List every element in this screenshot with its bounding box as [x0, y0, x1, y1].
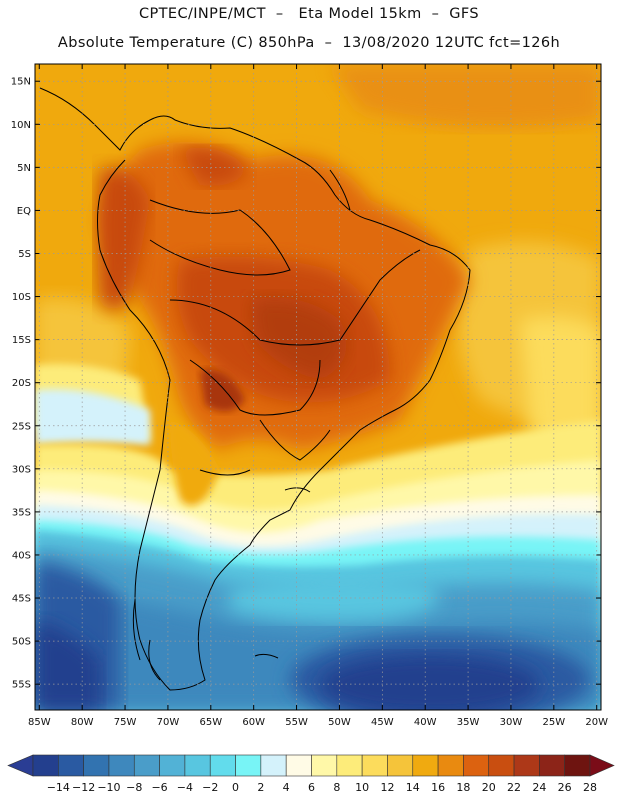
lat-label: EQ [17, 206, 31, 217]
legend-label: −10 [97, 781, 120, 794]
legend-swatch [108, 754, 135, 777]
legend-swatch [285, 754, 312, 777]
legend-label: 10 [355, 781, 369, 794]
legend-label: 14 [406, 781, 420, 794]
lon-label: 50W [328, 717, 351, 728]
lat-label: 10S [12, 292, 31, 303]
temperature-field [35, 64, 601, 710]
legend-label: 0 [232, 781, 239, 794]
color-legend: −14 −12 −10 −8 −6 −4 −2 0 2 4 6 8 10 12 14 16 18 20 22 24 26… [7, 754, 615, 794]
legend-label: −2 [202, 781, 218, 794]
chart-title: CPTEC/INPE/MCT – Eta Model 15km – GFS [138, 6, 480, 22]
legend-label: −14 [47, 781, 70, 794]
lat-label: 15S [12, 335, 31, 346]
legend-labels: −14 −12 −10 −8 −6 −4 −2 0 2 4 6 8 10 12 14 16 18 20 22 24 26… [47, 781, 597, 794]
lon-label: 40W [414, 717, 437, 728]
legend-swatch [58, 754, 84, 777]
legend-label: −12 [72, 781, 95, 794]
legend-swatch [133, 754, 160, 777]
legend-label: −6 [151, 781, 167, 794]
lat-label: 5N [17, 163, 31, 174]
legend-swatch [260, 754, 287, 777]
coastline [39, 87, 471, 691]
legend-label: 8 [333, 781, 340, 794]
lat-label: 5S [18, 249, 31, 260]
legend-swatch [311, 754, 338, 777]
legend-swatch [412, 754, 439, 777]
lon-label: 45W [371, 717, 394, 728]
graticule [35, 64, 601, 710]
legend-label: 24 [532, 781, 546, 794]
legend-arrow-high [589, 754, 615, 777]
lat-label: 30S [12, 464, 31, 475]
lon-label: 70W [157, 717, 180, 728]
legend-swatch [437, 754, 464, 777]
legend-swatch [539, 754, 565, 777]
legend-bar [7, 754, 615, 777]
lat-label: 20S [12, 378, 31, 389]
legend-swatch [488, 754, 515, 777]
lat-label: 35S [12, 507, 31, 518]
lon-label: 65W [199, 717, 222, 728]
legend-label: 4 [283, 781, 290, 794]
legend-arrow-low [7, 754, 34, 777]
legend-label: −4 [177, 781, 193, 794]
legend-label: −8 [126, 781, 142, 794]
legend-label: 2 [257, 781, 264, 794]
lat-label: 50S [12, 637, 31, 648]
legend-label: 16 [431, 781, 445, 794]
map-frame [34, 63, 602, 711]
legend-swatch [184, 754, 211, 777]
legend-swatch [32, 754, 59, 777]
legend-swatch [564, 754, 591, 777]
legend-swatch [336, 754, 363, 777]
lat-label: 10N [11, 120, 31, 131]
lon-label: 75W [114, 717, 137, 728]
lon-label: 85W [28, 717, 51, 728]
longitude-labels: 85W 80W 75W 70W 65W 60W 55W 50W 45W 40W 35W 30W 25W 2… [28, 717, 608, 728]
legend-label: 18 [456, 781, 470, 794]
lat-label: 15N [11, 77, 31, 88]
lat-label: 25S [12, 421, 31, 432]
lat-label: 40S [12, 550, 31, 561]
legend-label: 28 [583, 781, 597, 794]
lon-label: 60W [242, 717, 265, 728]
legend-swatch [159, 754, 186, 777]
legend-label: 12 [380, 781, 394, 794]
lat-label: 55S [12, 680, 31, 691]
legend-swatch [387, 754, 414, 777]
lon-label: 25W [543, 717, 566, 728]
legend-swatch [463, 754, 490, 777]
legend-swatch [83, 754, 110, 777]
legend-label: 20 [482, 781, 496, 794]
lon-label: 30W [500, 717, 523, 728]
legend-swatch [513, 754, 540, 777]
legend-label: 6 [308, 781, 315, 794]
legend-swatch [209, 754, 236, 777]
latitude-labels: 15N 10N 5N EQ 5S 10S 15S 20S 25S 30S 35S 40S 45S 50S 5… [11, 77, 31, 691]
lon-label: 35W [457, 717, 480, 728]
lon-label: 80W [71, 717, 94, 728]
legend-swatch [235, 754, 262, 777]
lon-label: 20W [585, 717, 608, 728]
legend-label: 22 [507, 781, 521, 794]
legend-label: 26 [558, 781, 572, 794]
chart-subtitle: Absolute Temperature (C) 850hPa – 13/08/… [57, 35, 561, 51]
lat-label: 45S [12, 594, 31, 605]
lon-label: 55W [285, 717, 308, 728]
legend-swatch [361, 754, 388, 777]
